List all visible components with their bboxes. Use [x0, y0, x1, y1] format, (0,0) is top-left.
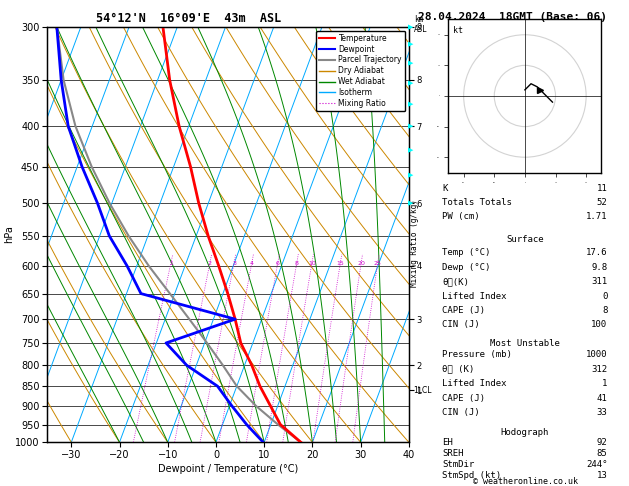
Text: 54°12'N  16°09'E  43m  ASL: 54°12'N 16°09'E 43m ASL — [96, 12, 281, 25]
Text: 311: 311 — [591, 277, 608, 286]
Legend: Temperature, Dewpoint, Parcel Trajectory, Dry Adiabat, Wet Adiabat, Isotherm, Mi: Temperature, Dewpoint, Parcel Trajectory… — [316, 31, 405, 111]
Text: Mixing Ratio (g/kg): Mixing Ratio (g/kg) — [410, 199, 419, 287]
Text: SREH: SREH — [442, 449, 464, 458]
Text: ▶: ▶ — [408, 101, 413, 107]
Text: StmDir: StmDir — [442, 460, 475, 469]
Text: © weatheronline.co.uk: © weatheronline.co.uk — [473, 476, 577, 486]
Text: Totals Totals: Totals Totals — [442, 198, 512, 207]
Text: ▶: ▶ — [408, 147, 413, 153]
Text: StmSpd (kt): StmSpd (kt) — [442, 471, 501, 480]
Text: 52: 52 — [597, 198, 608, 207]
Text: 1: 1 — [602, 379, 608, 388]
Text: 92: 92 — [597, 438, 608, 447]
Text: 8: 8 — [602, 306, 608, 315]
Text: Hodograph: Hodograph — [501, 428, 549, 437]
Text: 244°: 244° — [586, 460, 608, 469]
Text: 28.04.2024  18GMT (Base: 06): 28.04.2024 18GMT (Base: 06) — [418, 12, 607, 22]
Text: ▶: ▶ — [408, 123, 413, 129]
Text: 2: 2 — [208, 260, 212, 265]
Text: Most Unstable: Most Unstable — [490, 339, 560, 348]
Text: ▶: ▶ — [408, 200, 413, 206]
Text: 85: 85 — [597, 449, 608, 458]
Text: 4: 4 — [250, 260, 253, 265]
Text: 13: 13 — [597, 471, 608, 480]
Text: CAPE (J): CAPE (J) — [442, 394, 486, 403]
Text: km
ASL: km ASL — [414, 15, 428, 34]
Text: 1: 1 — [169, 260, 173, 265]
Text: 41: 41 — [597, 394, 608, 403]
Text: Lifted Index: Lifted Index — [442, 292, 507, 300]
Text: hPa: hPa — [4, 226, 14, 243]
Text: 11: 11 — [597, 184, 608, 192]
Text: 33: 33 — [597, 408, 608, 417]
Text: 25: 25 — [374, 260, 382, 265]
Text: K: K — [442, 184, 448, 192]
Text: Surface: Surface — [506, 235, 543, 244]
Text: 1000: 1000 — [586, 350, 608, 359]
Text: CAPE (J): CAPE (J) — [442, 306, 486, 315]
Text: kt: kt — [453, 26, 463, 35]
Text: 1.71: 1.71 — [586, 212, 608, 221]
Text: 100: 100 — [591, 320, 608, 330]
Text: ▶: ▶ — [408, 60, 413, 66]
Text: ▶: ▶ — [408, 41, 413, 48]
Text: 10: 10 — [308, 260, 316, 265]
Text: 3: 3 — [232, 260, 236, 265]
Text: 15: 15 — [337, 260, 344, 265]
Text: Temp (°C): Temp (°C) — [442, 248, 491, 257]
Text: 9.8: 9.8 — [591, 263, 608, 272]
Text: 6: 6 — [276, 260, 280, 265]
Text: EH: EH — [442, 438, 453, 447]
Text: 8: 8 — [295, 260, 299, 265]
Text: ▶: ▶ — [408, 80, 413, 86]
Text: CIN (J): CIN (J) — [442, 408, 480, 417]
Text: Lifted Index: Lifted Index — [442, 379, 507, 388]
Text: θᴄ(K): θᴄ(K) — [442, 277, 469, 286]
Text: 312: 312 — [591, 364, 608, 374]
Text: 1LCL: 1LCL — [413, 386, 431, 395]
Text: Pressure (mb): Pressure (mb) — [442, 350, 512, 359]
Text: Dewp (°C): Dewp (°C) — [442, 263, 491, 272]
Text: CIN (J): CIN (J) — [442, 320, 480, 330]
Text: 20: 20 — [357, 260, 365, 265]
Text: ▶: ▶ — [408, 24, 413, 30]
Text: θᴄ (K): θᴄ (K) — [442, 364, 475, 374]
Text: 17.6: 17.6 — [586, 248, 608, 257]
X-axis label: Dewpoint / Temperature (°C): Dewpoint / Temperature (°C) — [158, 464, 298, 474]
Text: PW (cm): PW (cm) — [442, 212, 480, 221]
Text: ▶: ▶ — [408, 173, 413, 178]
Text: 0: 0 — [602, 292, 608, 300]
